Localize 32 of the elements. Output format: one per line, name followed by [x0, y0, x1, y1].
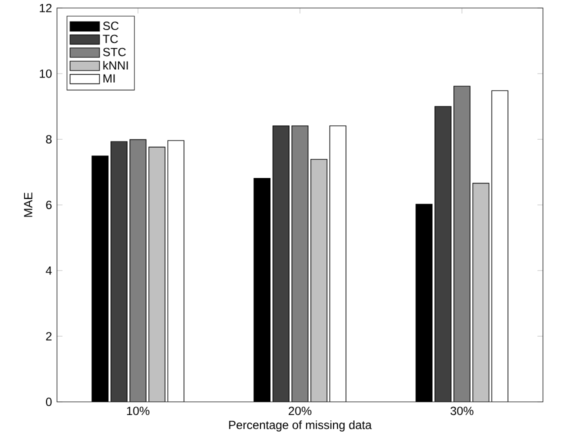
bar [130, 139, 146, 402]
bar [110, 141, 128, 402]
y-tick-label: 4 [46, 266, 52, 275]
bar [434, 106, 452, 402]
bar [292, 126, 308, 402]
x-axis-title: Percentage of missing data [229, 420, 372, 432]
bar [272, 126, 290, 402]
legend-label: TC [102, 34, 118, 44]
y-tick-label: 2 [46, 332, 52, 340]
bar [167, 140, 184, 402]
bar [416, 204, 432, 402]
bar [472, 182, 490, 402]
x-tick-label: 20% [288, 406, 312, 416]
bar [148, 146, 166, 402]
x-tick-label: 10% [127, 406, 150, 416]
bar [92, 156, 109, 402]
y-axis-title: MAE [24, 192, 32, 217]
legend-label: MI [104, 74, 115, 83]
bar [310, 159, 328, 402]
bar [254, 178, 270, 402]
x-tick-label: 30% [450, 406, 474, 416]
y-tick-label: 8 [46, 135, 52, 144]
y-tick-label: 0 [46, 398, 52, 406]
y-tick-label: 10 [40, 70, 52, 78]
y-tick-label: 6 [46, 200, 52, 210]
y-tick-label: 12 [40, 4, 52, 12]
bar [329, 126, 346, 402]
legend-label: kNNI [103, 61, 128, 70]
bar [454, 86, 470, 402]
legend-label: STC [103, 48, 126, 56]
bar [491, 90, 508, 402]
legend-label: SC [103, 22, 119, 30]
